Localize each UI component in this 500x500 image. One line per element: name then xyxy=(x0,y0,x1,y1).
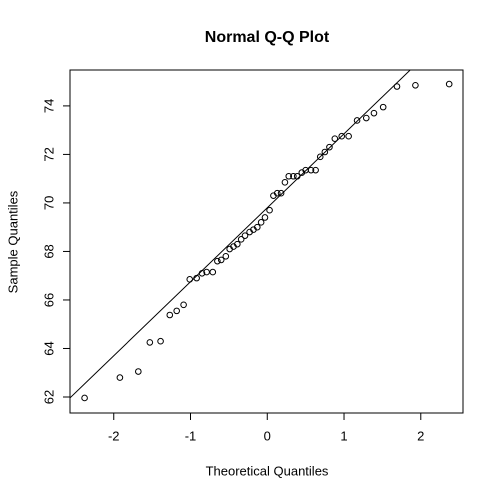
point xyxy=(186,276,194,283)
point xyxy=(203,268,210,276)
point xyxy=(222,252,230,260)
point xyxy=(261,214,269,221)
plot-box xyxy=(69,69,464,414)
point xyxy=(412,81,419,89)
point xyxy=(237,236,245,243)
point xyxy=(345,132,352,140)
point xyxy=(209,268,217,276)
point xyxy=(281,179,289,186)
point xyxy=(266,206,273,214)
point xyxy=(379,103,387,111)
point xyxy=(173,307,180,315)
x-tick-label: -1 xyxy=(185,428,197,443)
point xyxy=(290,172,297,180)
point xyxy=(445,80,453,88)
y-tick-label: 70 xyxy=(41,196,56,210)
point xyxy=(135,368,142,375)
point xyxy=(257,219,265,226)
y-tick-label: 62 xyxy=(41,390,56,404)
y-tick-label: 66 xyxy=(41,293,56,307)
point xyxy=(321,148,329,156)
point xyxy=(273,189,281,197)
y-tick-label: 74 xyxy=(41,99,56,113)
y-tick-label: 72 xyxy=(41,147,56,161)
point xyxy=(316,153,324,161)
point xyxy=(338,132,346,140)
point xyxy=(353,117,361,124)
point xyxy=(166,311,174,319)
y-tick-label: 64 xyxy=(41,341,56,355)
point xyxy=(241,232,249,239)
point xyxy=(312,166,319,174)
x-tick-label: 1 xyxy=(340,428,347,443)
point xyxy=(293,172,301,180)
point xyxy=(285,172,293,180)
point xyxy=(393,83,401,90)
x-axis-label: Theoretical Quantiles xyxy=(206,463,329,478)
chart-title: Normal Q-Q Plot xyxy=(205,29,330,46)
point xyxy=(180,301,187,309)
point xyxy=(331,135,339,142)
point xyxy=(370,109,378,117)
point xyxy=(253,223,261,231)
point xyxy=(277,189,285,197)
point xyxy=(326,143,333,151)
point xyxy=(234,240,241,248)
point xyxy=(217,256,225,264)
point xyxy=(214,257,221,265)
point xyxy=(157,337,164,345)
x-tick-label: -2 xyxy=(108,428,120,443)
x-tick-label: 2 xyxy=(417,428,424,443)
point xyxy=(81,394,88,402)
point xyxy=(146,339,154,346)
x-tick-label: 0 xyxy=(264,428,271,443)
point xyxy=(362,114,370,122)
y-tick-label: 68 xyxy=(41,244,56,258)
point xyxy=(193,274,200,282)
point xyxy=(198,269,206,277)
point xyxy=(307,166,315,174)
y-axis-label: Sample Quantiles xyxy=(5,190,20,293)
point xyxy=(116,374,124,381)
reference-line xyxy=(70,70,411,399)
